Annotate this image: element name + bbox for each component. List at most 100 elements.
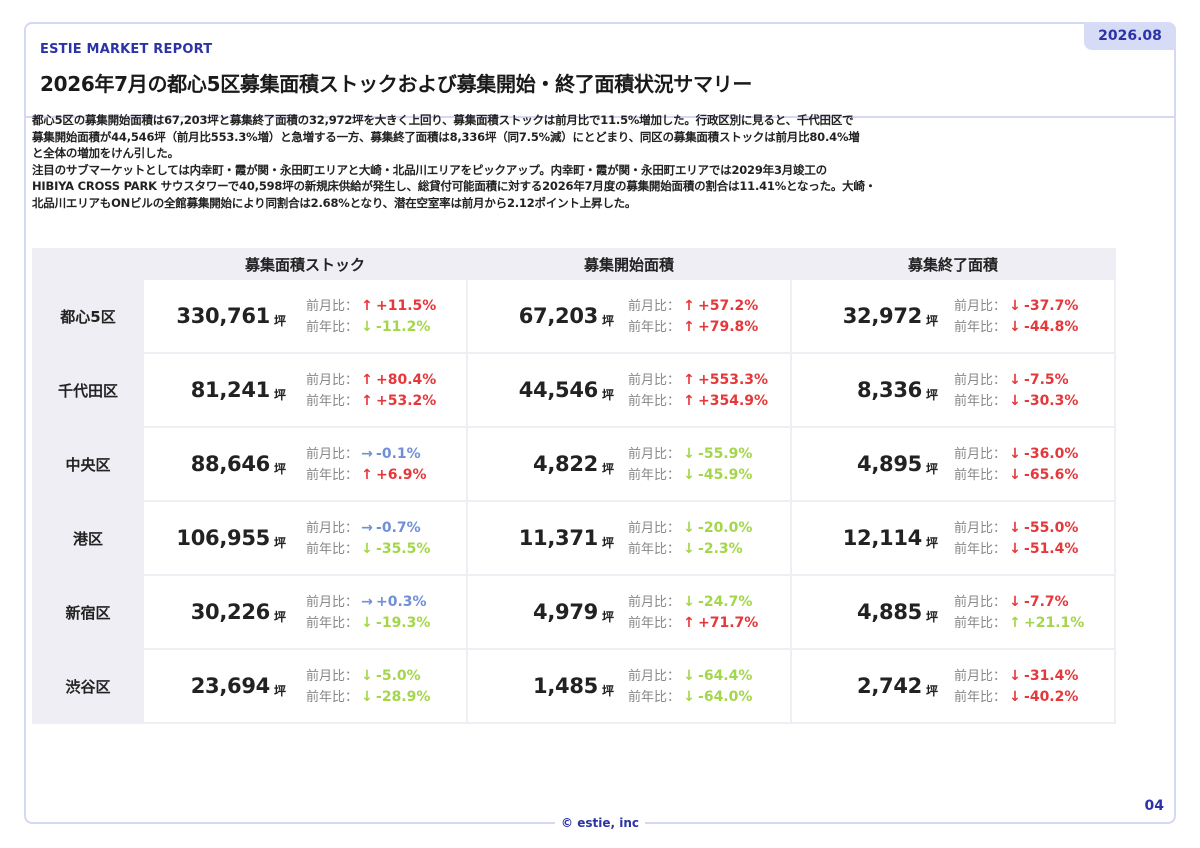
- change-label: 前月比：: [306, 521, 359, 536]
- area-value: 12,114: [842, 526, 923, 550]
- unit-label: 坪: [273, 609, 286, 624]
- mom-change: 前月比： ↑ +553.3%: [628, 370, 768, 391]
- change-percent: -45.9%: [698, 467, 753, 483]
- change-block: 前月比： ↓ -7.7% 前年比： ↑ +21.1%: [954, 592, 1084, 634]
- cell-value: 4,885 坪: [857, 576, 938, 648]
- arrow-up-icon: ↑: [683, 615, 695, 631]
- mom-change: 前月比： ↓ -64.4%: [628, 666, 752, 687]
- area-value: 4,885: [857, 600, 922, 624]
- column-header: 募集開始面積: [583, 255, 674, 274]
- change-label: 前年比：: [306, 616, 359, 631]
- yoy-change: 前年比： ↓ -65.6%: [954, 465, 1078, 486]
- mom-change: 前月比： ↓ -20.0%: [628, 518, 752, 539]
- change-block: 前月比： → +0.3% 前年比： ↓ -19.3%: [306, 592, 430, 634]
- mom-change: 前月比： ↓ -31.4%: [954, 666, 1078, 687]
- data-cell: 67,203 坪前月比： ↑ +57.2% 前年比： ↑ +79.8%: [468, 280, 790, 352]
- unit-label: 坪: [601, 461, 614, 476]
- arrow-up-icon: ↑: [683, 393, 695, 409]
- area-value: 88,646: [190, 452, 271, 476]
- arrow-down-icon: ↓: [683, 689, 695, 705]
- change-block: 前月比： ↓ -5.0% 前年比： ↓ -28.9%: [306, 666, 430, 708]
- yoy-change: 前年比： ↑ +21.1%: [954, 613, 1084, 634]
- summary-line: と全体の増加をけん引した。: [32, 146, 179, 160]
- mom-change: 前月比： → -0.1%: [306, 444, 427, 465]
- brand-label: ESTIE MARKET REPORT: [40, 42, 213, 57]
- cell-value: 8,336 坪: [857, 354, 938, 426]
- change-label: 前月比：: [628, 669, 681, 684]
- cell-value: 1,485 坪: [533, 650, 614, 722]
- copyright-text: © estie, inc: [555, 816, 645, 830]
- change-label: 前年比：: [306, 468, 359, 483]
- change-percent: -31.4%: [1024, 668, 1079, 684]
- yoy-change: 前年比： ↓ -2.3%: [628, 539, 752, 560]
- mom-change: 前月比： ↑ +80.4%: [306, 370, 436, 391]
- change-percent: -51.4%: [1024, 541, 1079, 557]
- arrow-down-icon: ↓: [683, 541, 695, 557]
- arrow-down-icon: ↓: [683, 467, 695, 483]
- arrow-down-icon: ↓: [361, 615, 373, 631]
- unit-label: 坪: [273, 683, 286, 698]
- summary-line: 北品川エリアもONビルの全館募集開始により同割合は2.68%となり、潜在空室率は…: [32, 195, 637, 210]
- cell-value: 44,546 坪: [519, 354, 614, 426]
- data-cell: 11,371 坪前月比： ↓ -20.0% 前年比： ↓ -2.3%: [468, 502, 790, 574]
- change-label: 前月比：: [628, 521, 681, 536]
- mom-change: 前月比： ↓ -55.0%: [954, 518, 1078, 539]
- change-block: 前月比： ↓ -20.0% 前年比： ↓ -2.3%: [628, 518, 752, 560]
- change-percent: +53.2%: [376, 393, 437, 409]
- change-percent: -7.5%: [1024, 372, 1069, 388]
- area-value: 4,895: [857, 452, 922, 476]
- unit-label: 坪: [601, 387, 614, 402]
- mom-change: 前月比： ↓ -37.7%: [954, 296, 1078, 317]
- change-percent: +79.8%: [698, 319, 759, 335]
- change-block: 前月比： ↑ +57.2% 前年比： ↑ +79.8%: [628, 296, 758, 338]
- change-percent: -0.7%: [376, 520, 421, 536]
- change-percent: +11.5%: [376, 298, 437, 314]
- area-value: 44,546: [518, 378, 599, 402]
- arrow-up-icon: ↑: [683, 372, 695, 388]
- unit-label: 坪: [273, 387, 286, 402]
- change-label: 前月比：: [954, 373, 1007, 388]
- arrow-down-icon: ↓: [1009, 393, 1021, 409]
- column-header: 募集終了面積: [907, 255, 998, 274]
- change-block: 前月比： ↑ +11.5% 前年比： ↓ -11.2%: [306, 296, 436, 338]
- arrow-up-icon: ↑: [361, 393, 373, 409]
- change-percent: -55.9%: [698, 446, 753, 462]
- change-block: 前月比： ↓ -64.4% 前年比： ↓ -64.0%: [628, 666, 752, 708]
- cell-value: 12,114 坪: [843, 502, 938, 574]
- change-label: 前年比：: [954, 320, 1007, 335]
- data-cell: 106,955 坪前月比： → -0.7% 前年比： ↓ -35.5%: [144, 502, 466, 574]
- arrow-down-icon: ↓: [361, 668, 373, 684]
- unit-label: 坪: [601, 609, 614, 624]
- area-value: 30,226: [190, 600, 271, 624]
- unit-label: 坪: [925, 683, 938, 698]
- change-percent: +80.4%: [376, 372, 437, 388]
- data-cell: 81,241 坪前月比： ↑ +80.4% 前年比： ↑ +53.2%: [144, 354, 466, 426]
- change-percent: -20.0%: [698, 520, 753, 536]
- page-title: 2026年7月の都心5区募集面積ストックおよび募集開始・終了面積状況サマリー: [40, 72, 753, 96]
- report-header: ESTIE MARKET REPORT 2026年7月の都心5区募集面積ストック…: [26, 22, 1176, 118]
- yoy-change: 前年比： ↓ -51.4%: [954, 539, 1078, 560]
- data-cell: 330,761 坪前月比： ↑ +11.5% 前年比： ↓ -11.2%: [144, 280, 466, 352]
- unit-label: 坪: [925, 609, 938, 624]
- change-block: 前月比： ↓ -7.5% 前年比： ↓ -30.3%: [954, 370, 1078, 412]
- unit-label: 坪: [273, 461, 286, 476]
- mom-change: 前月比： ↓ -24.7%: [628, 592, 758, 613]
- change-percent: -35.5%: [376, 541, 431, 557]
- area-value: 330,761: [176, 304, 270, 328]
- arrow-down-icon: ↓: [1009, 520, 1021, 536]
- yoy-change: 前年比： ↓ -11.2%: [306, 317, 436, 338]
- unit-label: 坪: [925, 535, 938, 550]
- arrow-down-icon: ↓: [683, 594, 695, 610]
- change-percent: -36.0%: [1024, 446, 1079, 462]
- yoy-change: 前年比： ↓ -19.3%: [306, 613, 430, 634]
- change-label: 前年比：: [306, 320, 359, 335]
- change-label: 前年比：: [628, 690, 681, 705]
- arrow-up-icon: ↑: [361, 467, 373, 483]
- unit-label: 坪: [601, 683, 614, 698]
- change-percent: +553.3%: [698, 372, 769, 388]
- change-block: 前月比： ↓ -36.0% 前年比： ↓ -65.6%: [954, 444, 1078, 486]
- change-label: 前月比：: [954, 669, 1007, 684]
- unit-label: 坪: [601, 313, 614, 328]
- change-label: 前月比：: [954, 595, 1007, 610]
- area-value: 67,203: [518, 304, 599, 328]
